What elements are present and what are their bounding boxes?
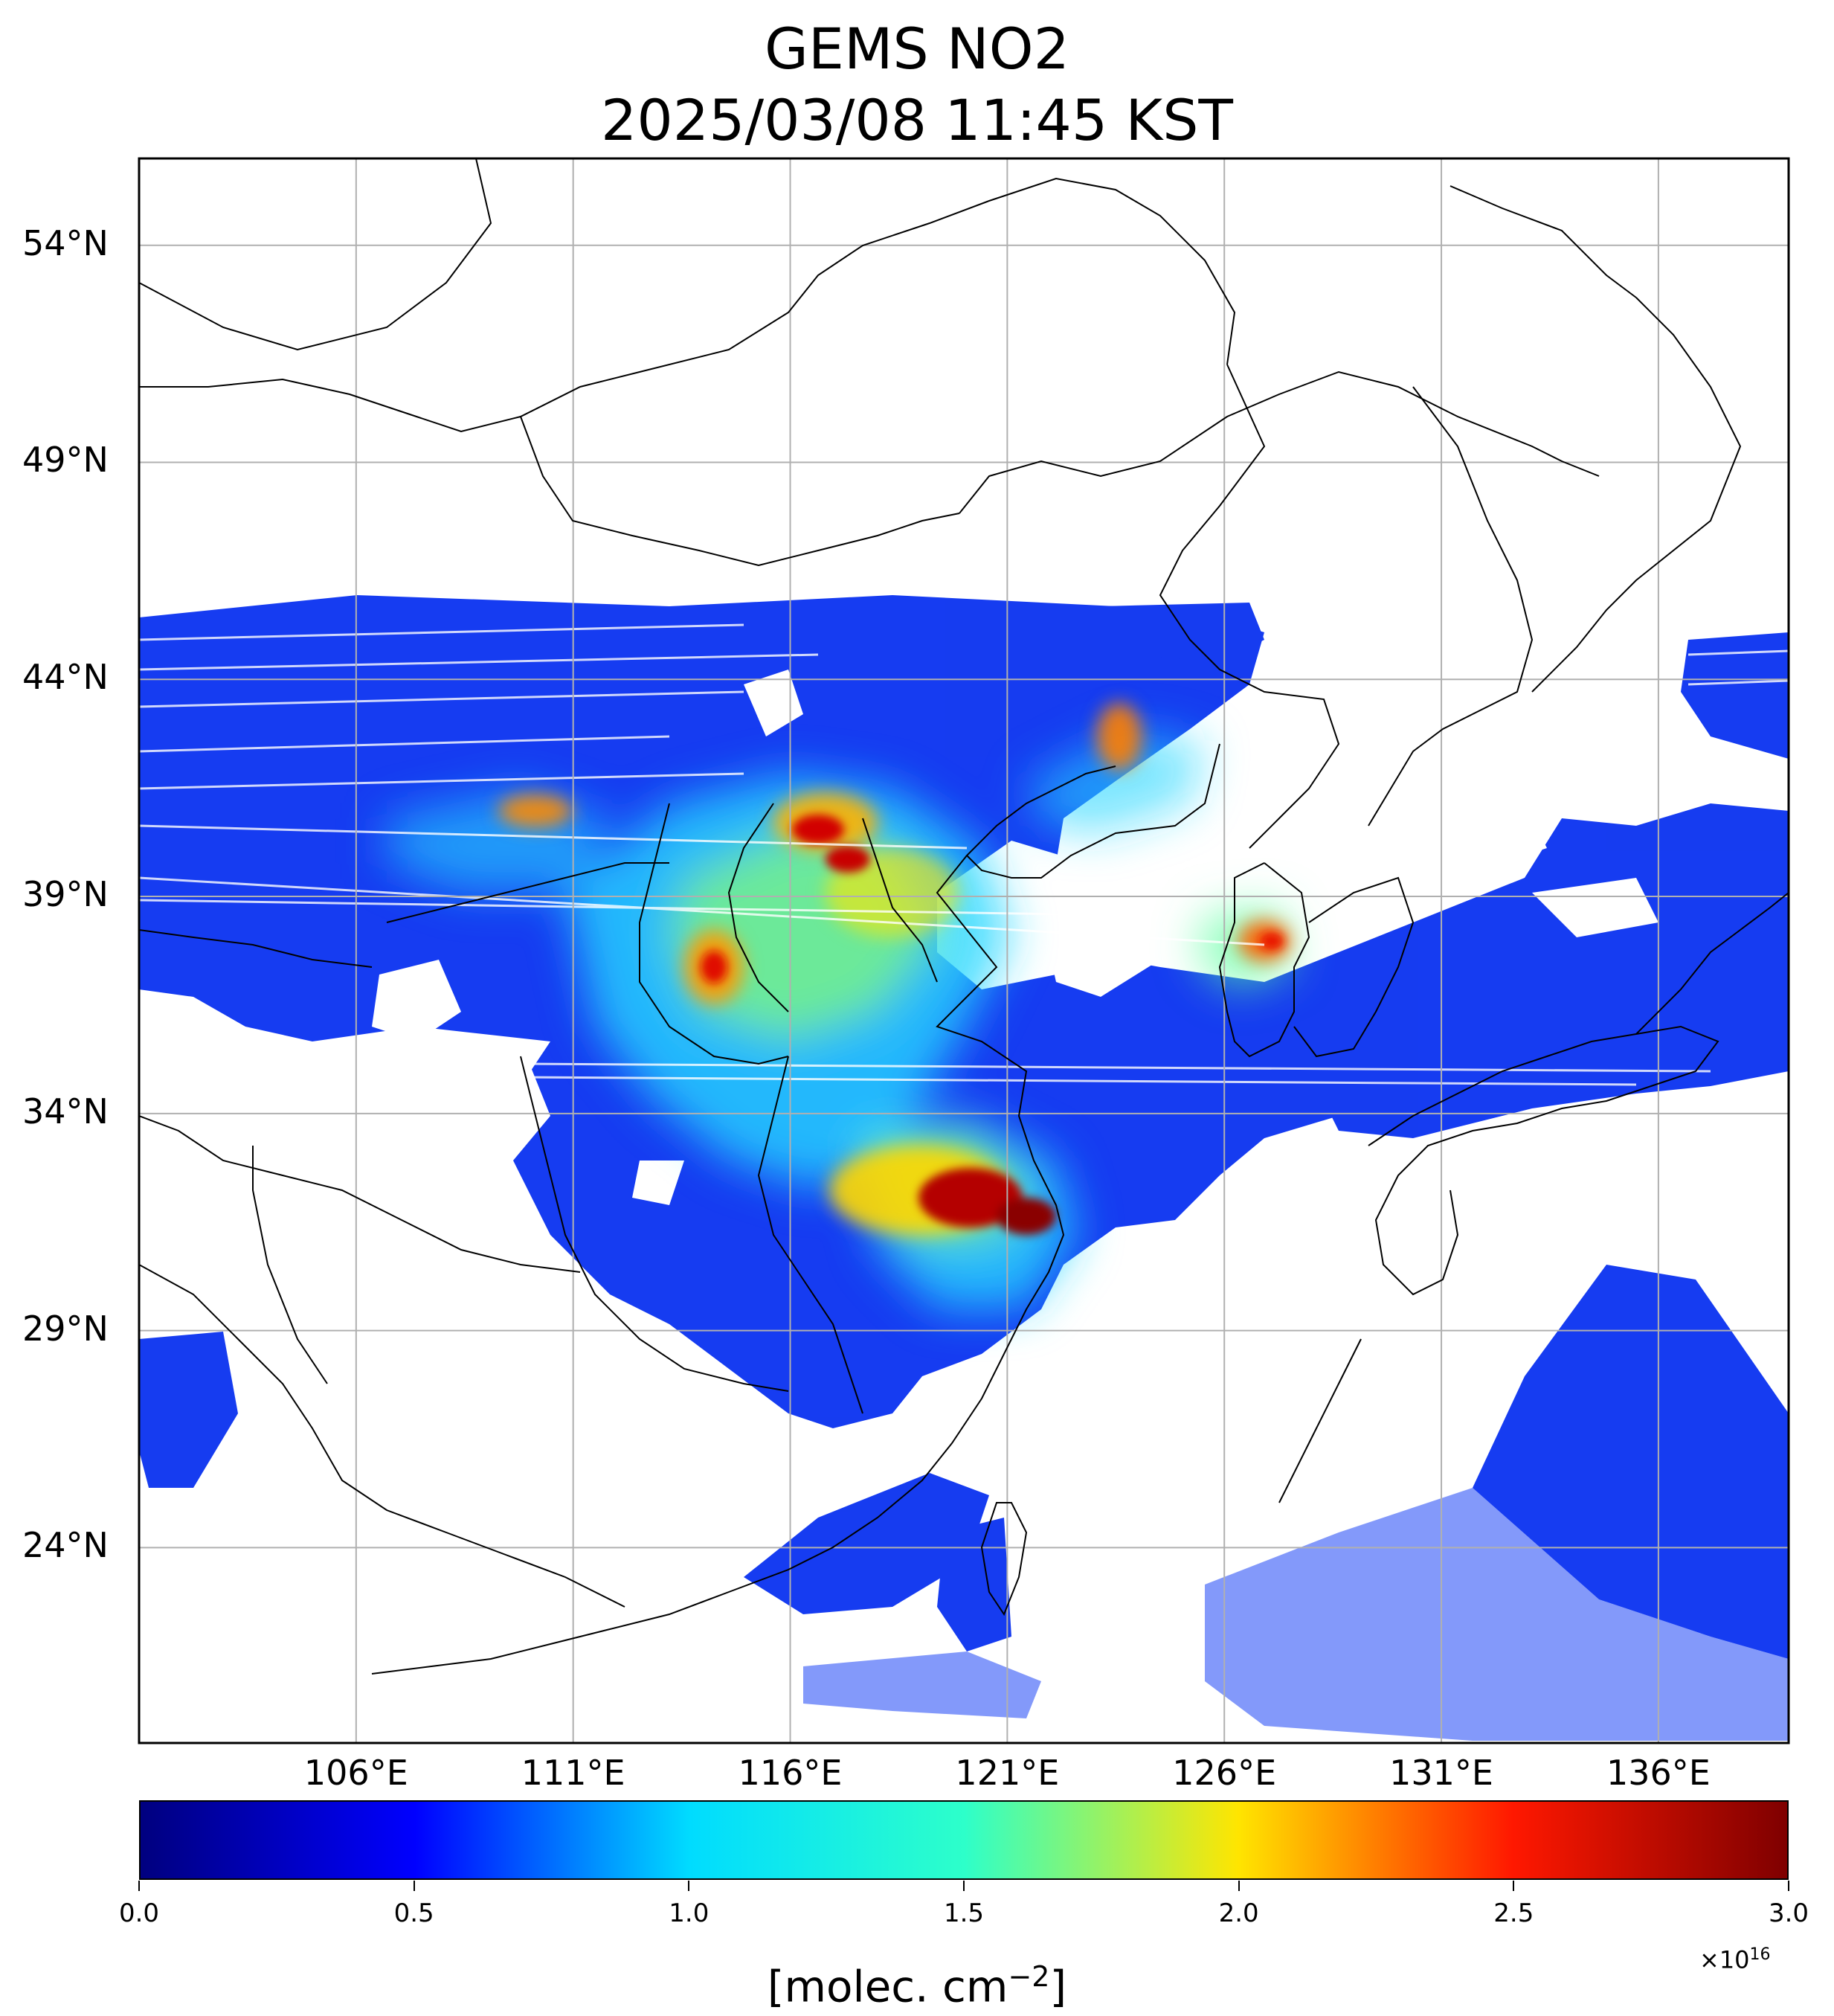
lat-label-39: 39°N	[22, 874, 109, 915]
lat-label-49: 49°N	[22, 440, 109, 481]
colorbar-label-2.5: 2.5	[1493, 1898, 1534, 1928]
graticule	[139, 158, 1789, 1743]
colorbar-tick	[1788, 1881, 1789, 1891]
colorbar-exponent: ×1016	[1699, 1943, 1771, 1972]
colorbar-label-1: 1.0	[669, 1898, 710, 1928]
no2-data-layer	[139, 595, 1789, 1741]
colorbar-tick	[413, 1881, 415, 1891]
colorbar-tick	[963, 1881, 965, 1891]
lat-label-24: 24°N	[22, 1525, 109, 1566]
colorbar	[139, 1800, 1789, 1880]
colorbar-tick	[688, 1881, 690, 1891]
unit-suffix: ]	[1049, 1961, 1067, 2012]
lon-label-131: 131°E	[1389, 1753, 1493, 1793]
coastlines-and-borders	[139, 158, 1789, 1675]
colorbar-unit-label: [molec. cm−2]	[0, 1955, 1834, 2008]
lon-label-116: 116°E	[738, 1753, 843, 1793]
unit-power: −2	[1008, 1960, 1050, 1993]
colorbar-exponent-power: 16	[1749, 1945, 1771, 1964]
no2-sparse-coverage	[803, 1488, 1789, 1741]
lon-label-126: 126°E	[1172, 1753, 1277, 1793]
lon-label-136: 136°E	[1606, 1753, 1711, 1793]
unit-prefix: [molec. cm	[767, 1961, 1008, 2012]
lat-label-29: 29°N	[22, 1308, 109, 1349]
colorbar-tick	[1238, 1881, 1240, 1891]
lon-label-111: 111°E	[521, 1753, 625, 1793]
lat-label-54: 54°N	[22, 222, 109, 263]
map-timestamp: 2025/03/08 11:45 KST	[601, 87, 1233, 153]
colorbar-label-0.5: 0.5	[393, 1898, 434, 1928]
colorbar-label-0: 0.0	[118, 1898, 160, 1928]
lon-label-121: 121°E	[955, 1753, 1060, 1793]
colorbar-tick	[1513, 1881, 1515, 1891]
colorbar-exponent-base: ×10	[1699, 1945, 1750, 1974]
lat-label-34: 34°N	[22, 1091, 109, 1131]
no2-peak-cores	[701, 815, 1284, 1235]
colorbar-tick	[138, 1881, 140, 1891]
lon-label-106: 106°E	[303, 1753, 408, 1793]
lat-label-44: 44°N	[22, 657, 109, 698]
map-frame	[138, 157, 1790, 1744]
map-title: GEMS NO2	[765, 16, 1069, 82]
colorbar-label-1.5: 1.5	[943, 1898, 985, 1928]
colorbar-label-2: 2.0	[1218, 1898, 1259, 1928]
scanline-artifacts	[139, 623, 1789, 1086]
colorbar-label-3: 3.0	[1768, 1898, 1809, 1928]
